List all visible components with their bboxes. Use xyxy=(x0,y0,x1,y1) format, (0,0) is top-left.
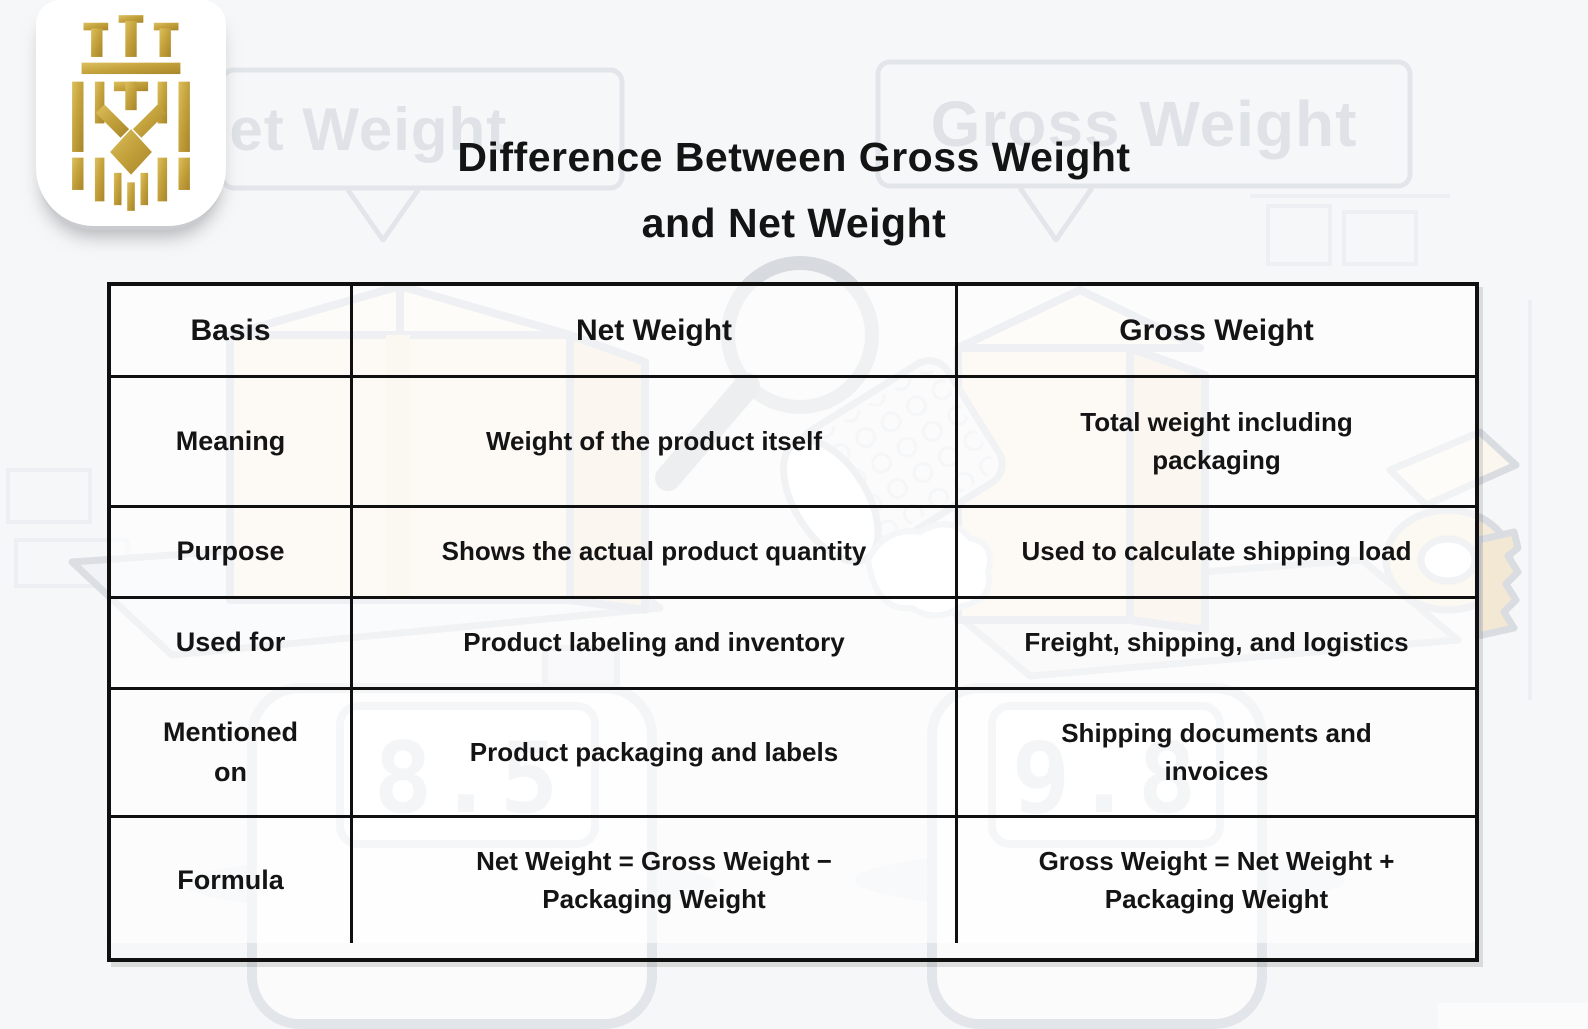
usedfor-net-value: Product labeling and inventory xyxy=(463,627,845,658)
comparison-table: Basis Net Weight Gross Weight Meaning We… xyxy=(107,282,1479,962)
gold-crown-emblem-icon xyxy=(72,15,190,211)
corner-highlight xyxy=(1438,1003,1588,1029)
purpose-gross-value: Used to calculate shipping load xyxy=(1021,536,1412,567)
purpose-label: Purpose xyxy=(176,536,285,567)
cell-mentioned-gross: Shipping documents and invoices xyxy=(958,690,1475,818)
header-cell-gross-weight: Gross Weight xyxy=(958,286,1475,378)
meaning-label: Meaning xyxy=(175,425,286,456)
cell-usedfor-gross: Freight, shipping, and logistics xyxy=(958,599,1475,690)
header-cell-net-weight: Net Weight xyxy=(353,286,958,378)
meaning-gross-value: Total weight including packaging xyxy=(1080,406,1353,475)
logo-card xyxy=(36,0,226,226)
cell-purpose-gross: Used to calculate shipping load xyxy=(958,508,1475,599)
header-cell-basis: Basis xyxy=(111,286,353,378)
cell-formula-basis: Formula xyxy=(111,818,353,943)
mentioned-label: Mentioned on xyxy=(163,717,298,787)
cell-mentioned-net: Product packaging and labels xyxy=(353,690,958,818)
usedfor-gross-value: Freight, shipping, and logistics xyxy=(1024,627,1409,658)
cell-usedfor-net: Product labeling and inventory xyxy=(353,599,958,690)
cell-purpose-net: Shows the actual product quantity xyxy=(353,508,958,599)
meaning-net-value: Weight of the product itself xyxy=(485,425,823,456)
cell-purpose-basis: Purpose xyxy=(111,508,353,599)
cell-formula-gross: Gross Weight = Net Weight + Packaging We… xyxy=(958,818,1475,943)
page-title: Difference Between Gross Weight and Net … xyxy=(0,124,1588,256)
mentioned-gross-value: Shipping documents and invoices xyxy=(1061,717,1372,786)
formula-gross-value: Gross Weight = Net Weight + Packaging We… xyxy=(1038,845,1395,914)
formula-label: Formula xyxy=(177,864,284,895)
cell-mentioned-basis: Mentioned on xyxy=(111,690,353,818)
purpose-net-value: Shows the actual product quantity xyxy=(441,536,867,567)
cell-formula-net: Net Weight = Gross Weight − Packaging We… xyxy=(353,818,958,943)
header-gross-label: Gross Weight xyxy=(1119,313,1314,347)
header-basis-label: Basis xyxy=(190,313,271,347)
formula-net-value: Net Weight = Gross Weight − Packaging We… xyxy=(476,845,832,914)
title-line-1: Difference Between Gross Weight xyxy=(457,134,1131,180)
mentioned-net-value: Product packaging and labels xyxy=(469,736,839,767)
cell-meaning-basis: Meaning xyxy=(111,378,353,508)
title-line-2: and Net Weight xyxy=(641,200,947,246)
usedfor-label: Used for xyxy=(175,627,286,658)
cell-meaning-net: Weight of the product itself xyxy=(353,378,958,508)
header-net-label: Net Weight xyxy=(575,313,733,347)
cell-meaning-gross: Total weight including packaging xyxy=(958,378,1475,508)
cell-usedfor-basis: Used for xyxy=(111,599,353,690)
